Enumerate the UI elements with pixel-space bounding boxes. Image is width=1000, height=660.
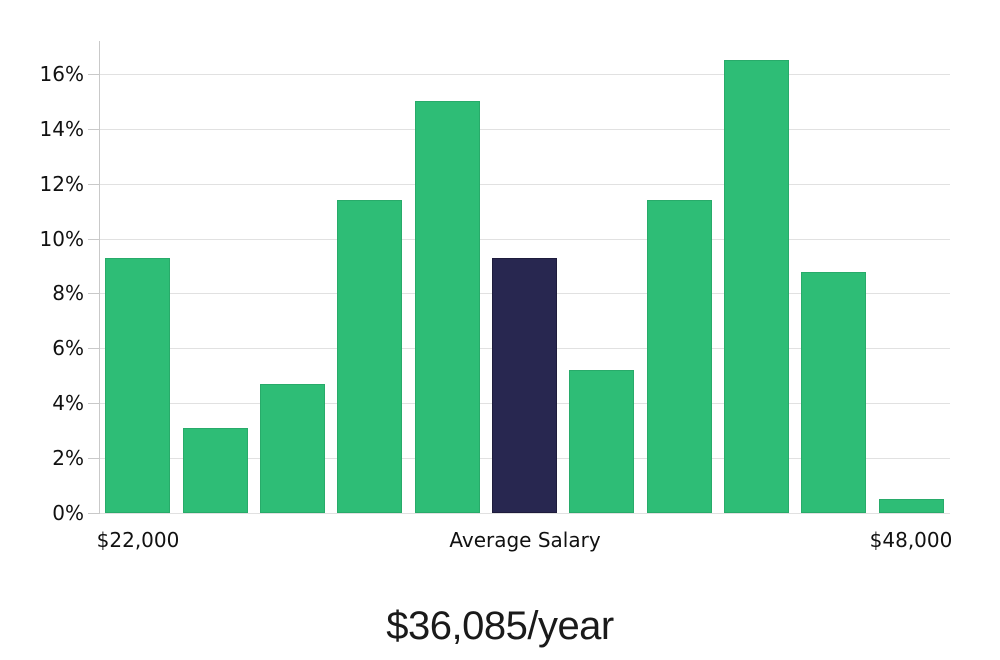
gridline: [99, 74, 950, 75]
bar: [415, 101, 480, 513]
bar: [260, 384, 325, 513]
bar: [569, 370, 634, 513]
y-axis-tick: [88, 239, 99, 240]
y-tick-label: 6%: [52, 336, 84, 360]
y-tick-label: 12%: [39, 172, 84, 196]
gridline: [99, 184, 950, 185]
y-tick-label: 16%: [39, 62, 84, 86]
gridline: [99, 129, 950, 130]
y-axis-line: [99, 41, 100, 514]
y-axis-tick: [88, 129, 99, 130]
y-axis-tick: [88, 293, 99, 294]
gridline: [99, 239, 950, 240]
y-tick-label: 10%: [39, 227, 84, 251]
y-axis-tick: [88, 513, 99, 514]
y-axis-tick: [88, 74, 99, 75]
y-axis-tick: [88, 184, 99, 185]
y-tick-label: 2%: [52, 446, 84, 470]
bar: [337, 200, 402, 513]
bar: [724, 60, 789, 513]
x-tick-label--48-000: $48,000: [869, 528, 953, 552]
bar: [801, 272, 866, 513]
bar: [183, 428, 248, 513]
y-tick-label: 4%: [52, 391, 84, 415]
average-salary-title: $36,085/year: [386, 604, 614, 648]
bar-average-salary: [492, 258, 557, 513]
y-tick-label: 14%: [39, 117, 84, 141]
x-tick-label--22-000: $22,000: [96, 528, 180, 552]
gridline: [99, 513, 950, 514]
y-axis-tick: [88, 348, 99, 349]
bar: [879, 499, 944, 513]
y-axis-tick: [88, 403, 99, 404]
bar: [647, 200, 712, 513]
x-tick-label-average-salary: Average Salary: [449, 528, 601, 552]
bar: [105, 258, 170, 513]
y-axis-tick: [88, 458, 99, 459]
y-tick-label: 8%: [52, 281, 84, 305]
y-tick-label: 0%: [52, 501, 84, 525]
